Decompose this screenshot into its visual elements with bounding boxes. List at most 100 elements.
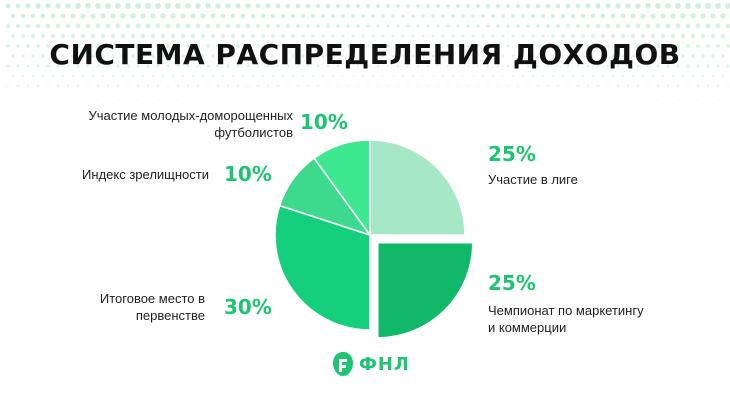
background-dot (271, 74, 275, 78)
background-dot (687, 105, 689, 107)
background-dot (520, 13, 526, 19)
background-dot (471, 14, 475, 18)
background-dot (396, 44, 400, 48)
background-dot (311, 54, 315, 58)
background-dot (6, 64, 10, 68)
background-dot (116, 64, 120, 68)
background-dot (66, 64, 70, 68)
background-dot (125, 3, 131, 9)
background-dot (266, 44, 270, 48)
background-dot (140, 33, 146, 39)
background-dot (557, 85, 559, 87)
background-dot (551, 34, 555, 38)
background-dot (567, 105, 569, 107)
background-dot (667, 105, 669, 107)
background-dot (331, 34, 335, 38)
background-dot (392, 95, 394, 97)
background-dot (580, 13, 586, 19)
background-dot (715, 43, 721, 49)
background-dot (616, 44, 620, 48)
background-dot (501, 34, 505, 38)
background-dot (161, 54, 165, 58)
background-dot (716, 84, 720, 88)
background-dot (556, 64, 560, 68)
background-dot (481, 34, 485, 38)
background-dot (471, 74, 475, 78)
background-dot (560, 13, 566, 19)
background-dot (671, 74, 675, 78)
background-dot (491, 14, 495, 18)
background-dot (26, 84, 30, 88)
background-dot (251, 54, 255, 58)
background-dot (142, 95, 144, 97)
background-dot (181, 74, 185, 78)
background-dot (275, 23, 281, 29)
background-dot (712, 95, 714, 97)
background-dot (685, 43, 691, 49)
background-dot (160, 13, 166, 19)
background-dot (286, 64, 290, 68)
background-dot (171, 74, 175, 78)
background-dot (25, 3, 31, 9)
background-dot (291, 34, 295, 38)
background-dot (387, 85, 389, 87)
background-dot (326, 64, 330, 68)
background-dot (507, 105, 509, 107)
background-dot (707, 105, 709, 107)
background-dot (56, 84, 60, 88)
background-dot (187, 105, 189, 107)
background-dot (665, 23, 671, 29)
background-dot (541, 54, 545, 58)
background-dot (170, 33, 176, 39)
background-dot (22, 95, 24, 97)
background-dot (606, 64, 610, 68)
background-dot (271, 34, 275, 38)
background-dot (256, 44, 260, 48)
background-dot (151, 54, 155, 58)
background-dot (11, 34, 15, 38)
background-dot (366, 64, 370, 68)
background-dot (356, 24, 360, 28)
background-dot (561, 74, 565, 78)
background-dot (141, 74, 145, 78)
background-dot (587, 105, 589, 107)
background-dot (431, 14, 435, 18)
background-dot (246, 64, 250, 68)
background-dot (442, 95, 444, 97)
background-dot (41, 54, 45, 58)
background-dot (675, 23, 681, 29)
background-dot (236, 64, 240, 68)
background-dot (626, 44, 630, 48)
background-dot (547, 85, 549, 87)
background-dot (280, 13, 286, 19)
background-dot (302, 95, 304, 97)
background-dot (706, 84, 710, 88)
background-dot (725, 43, 730, 49)
background-dot (136, 84, 140, 88)
background-dot (665, 3, 671, 9)
background-dot (147, 105, 149, 107)
background-dot (66, 84, 70, 88)
background-dot (691, 54, 695, 58)
background-dot (487, 85, 489, 87)
background-dot (186, 84, 190, 88)
background-dot (527, 85, 529, 87)
background-dot (197, 105, 199, 107)
background-dot (196, 84, 200, 88)
pct-label-youth: 10% (300, 110, 348, 134)
background-dot (511, 74, 515, 78)
background-dot (407, 85, 409, 87)
background-dot (602, 95, 604, 97)
background-dot (336, 24, 340, 28)
pie-slice-marketing (377, 242, 474, 339)
background-dot (407, 105, 409, 107)
background-dot (65, 23, 71, 29)
background-dot (361, 34, 365, 38)
background-dot (371, 14, 375, 18)
background-dot (285, 3, 291, 9)
background-dot (277, 105, 279, 107)
background-dot (482, 95, 484, 97)
background-dot (722, 95, 724, 97)
background-dot (286, 44, 290, 48)
background-dot (660, 33, 666, 39)
